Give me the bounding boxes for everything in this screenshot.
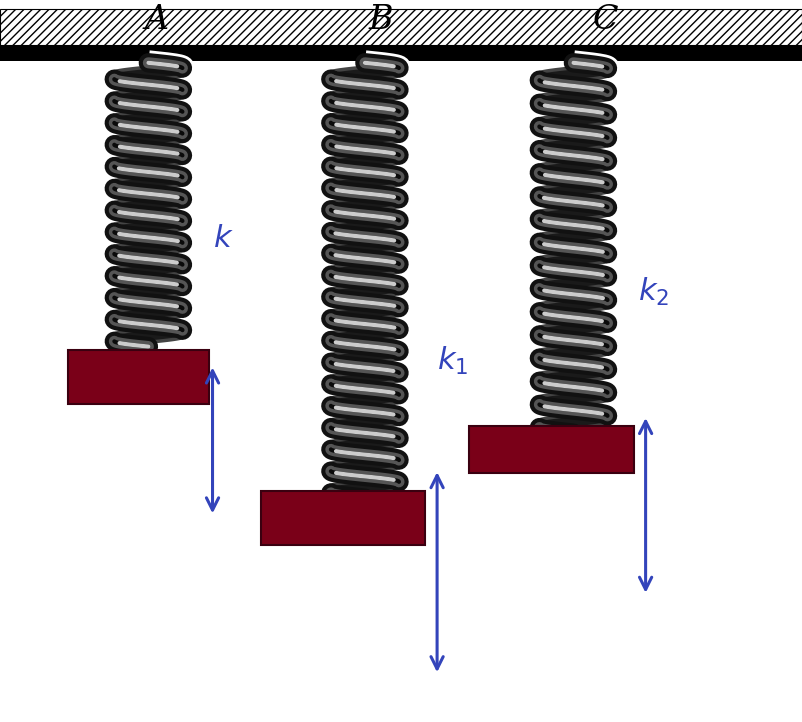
Text: B: B	[369, 4, 393, 36]
Bar	[0, 45, 802, 61]
Text: $k_1$: $k_1$	[437, 345, 468, 377]
Bar	[68, 350, 209, 404]
Text: A: A	[144, 4, 168, 36]
Bar	[0, 9, 802, 45]
Text: C: C	[593, 4, 618, 36]
Text: $k$: $k$	[213, 224, 233, 253]
Text: $k_2$: $k_2$	[638, 277, 669, 308]
Bar	[261, 491, 425, 545]
Bar	[469, 426, 634, 473]
